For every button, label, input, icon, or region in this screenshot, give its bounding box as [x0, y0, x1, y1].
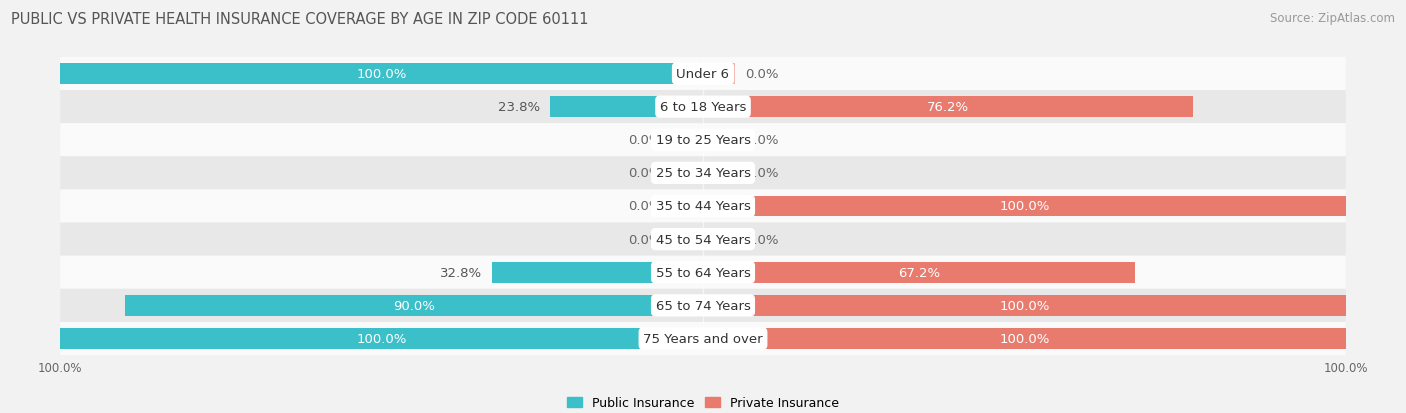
Bar [703, 97, 1192, 118]
Text: 100.0%: 100.0% [357, 332, 406, 345]
Text: 0.0%: 0.0% [627, 134, 661, 147]
Bar [703, 262, 1135, 283]
Text: 0.0%: 0.0% [627, 233, 661, 246]
Bar [550, 97, 703, 118]
Text: 100.0%: 100.0% [1000, 332, 1049, 345]
Text: 100.0%: 100.0% [1000, 299, 1049, 312]
Text: 0.0%: 0.0% [627, 200, 661, 213]
Bar [125, 295, 703, 316]
FancyBboxPatch shape [60, 322, 1346, 355]
Bar [671, 196, 703, 217]
Text: 55 to 64 Years: 55 to 64 Years [655, 266, 751, 279]
Text: Under 6: Under 6 [676, 68, 730, 81]
Text: 76.2%: 76.2% [927, 101, 969, 114]
Text: PUBLIC VS PRIVATE HEALTH INSURANCE COVERAGE BY AGE IN ZIP CODE 60111: PUBLIC VS PRIVATE HEALTH INSURANCE COVER… [11, 12, 589, 27]
Text: 23.8%: 23.8% [498, 101, 540, 114]
Bar [492, 262, 703, 283]
Text: 45 to 54 Years: 45 to 54 Years [655, 233, 751, 246]
Bar [703, 229, 735, 250]
Text: 0.0%: 0.0% [627, 167, 661, 180]
Bar [703, 64, 735, 85]
Text: 0.0%: 0.0% [745, 167, 779, 180]
Text: 75 Years and over: 75 Years and over [643, 332, 763, 345]
FancyBboxPatch shape [60, 91, 1346, 124]
Text: 65 to 74 Years: 65 to 74 Years [655, 299, 751, 312]
Text: 35 to 44 Years: 35 to 44 Years [655, 200, 751, 213]
Legend: Public Insurance, Private Insurance: Public Insurance, Private Insurance [562, 392, 844, 413]
Bar [671, 163, 703, 184]
Text: 67.2%: 67.2% [898, 266, 941, 279]
Text: 0.0%: 0.0% [745, 68, 779, 81]
Text: Source: ZipAtlas.com: Source: ZipAtlas.com [1270, 12, 1395, 25]
Text: 19 to 25 Years: 19 to 25 Years [655, 134, 751, 147]
FancyBboxPatch shape [60, 256, 1346, 289]
Text: 90.0%: 90.0% [392, 299, 434, 312]
Text: 6 to 18 Years: 6 to 18 Years [659, 101, 747, 114]
FancyBboxPatch shape [60, 157, 1346, 190]
FancyBboxPatch shape [60, 289, 1346, 322]
Text: 32.8%: 32.8% [440, 266, 482, 279]
FancyBboxPatch shape [60, 190, 1346, 223]
Bar [671, 130, 703, 151]
Bar [703, 163, 735, 184]
Bar [703, 295, 1346, 316]
Bar [703, 196, 1346, 217]
Bar [60, 64, 703, 85]
Bar [703, 130, 735, 151]
Bar [60, 328, 703, 349]
FancyBboxPatch shape [60, 58, 1346, 91]
Text: 25 to 34 Years: 25 to 34 Years [655, 167, 751, 180]
FancyBboxPatch shape [60, 124, 1346, 157]
Text: 0.0%: 0.0% [745, 233, 779, 246]
Text: 0.0%: 0.0% [745, 134, 779, 147]
Text: 100.0%: 100.0% [357, 68, 406, 81]
Text: 100.0%: 100.0% [1000, 200, 1049, 213]
Bar [703, 328, 1346, 349]
Bar [671, 229, 703, 250]
FancyBboxPatch shape [60, 223, 1346, 256]
